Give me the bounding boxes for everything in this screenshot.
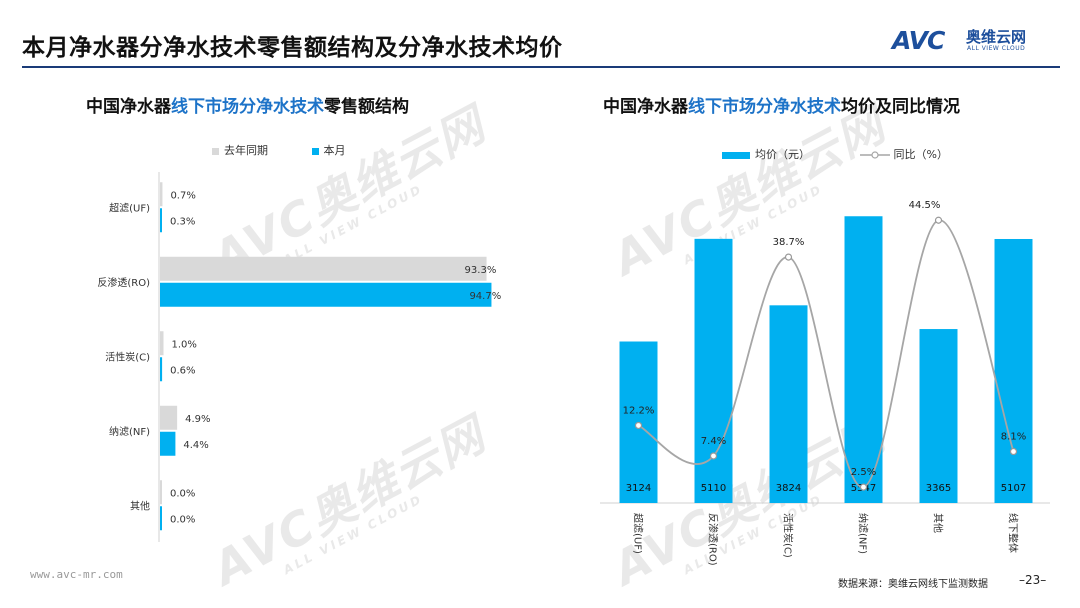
left-chart-title: 中国净水器线下市场分净水技术零售额结构 [86,97,409,117]
yoy-point [784,253,793,261]
category-label: 其他 [130,499,150,512]
bar-value-label: 3124 [626,483,651,494]
data-label: 0.0% [170,488,195,499]
brand-logo: AVC 奥维云网 ALL VIEW CLOUD [892,26,1062,56]
bar-value-label: 5110 [701,483,726,494]
logo-brand-text: AVC [892,26,945,55]
category-label: 纳滤(NF) [857,513,870,554]
logo-cn-text: 奥维云网 [966,28,1027,46]
data-label: 0.3% [170,216,195,227]
category-label: 线下整体 [1007,513,1020,553]
data-label: 0.6% [170,365,195,376]
category-label: 超滤(UF) [632,513,645,554]
yoy-label: 7.4% [701,436,726,447]
data-label: 0.7% [170,190,195,201]
bar-this-month [160,282,492,307]
yoy-point [1009,447,1018,456]
footer-source: 数据来源：奥维云网线下监测数据 [838,579,988,590]
bar-last-year [160,256,487,281]
category-label: 反渗透(RO) [97,276,150,289]
bar-this-month [160,357,163,382]
bar-avg-price [844,216,883,504]
category-label: 其他 [932,513,945,533]
right-legend: 均价（元） 同比（%） [722,146,948,162]
yoy-point [934,216,943,224]
bar-value-label: 3365 [926,483,951,494]
category-label: 活性炭(C) [105,350,150,363]
bar-avg-price [919,329,958,503]
logo-en-text: ALL VIEW CLOUD [967,45,1026,52]
right-chart-title: 中国净水器线下市场分净水技术均价及同比情况 [603,97,960,117]
page-number: –23– [1019,573,1047,587]
category-label: 反渗透(RO) [707,513,720,566]
bar-avg-price [769,305,808,503]
yoy-label: 2.5% [851,467,876,478]
yoy-label: 38.7% [773,237,805,248]
right-chart: 31245110382455473365510712.2%7.4%38.7%2.… [600,200,1050,566]
yoy-label: 8.1% [1001,432,1026,443]
bar-this-month [160,431,176,456]
data-label: 4.9% [185,414,210,425]
yoy-point [709,452,718,460]
data-label: 94.7% [469,291,501,302]
left-chart: 超滤(UF) 0.7% 0.3% 反渗透(RO) 93.3% 94.7% 活性炭(C) 1.0… [97,172,501,542]
category-label: 活性炭(C) [782,513,795,558]
bar-last-year [160,480,162,505]
yoy-label: 44.5% [909,200,941,211]
footer-url: www.avc-mr.com [30,568,123,581]
category-label: 纳滤(NF) [109,425,150,438]
title-divider [22,66,1060,68]
legend-item-avg-price: 均价（元） [722,148,810,161]
bar-this-month [160,208,162,233]
bar-last-year [160,182,163,207]
legend-item-this-month: 本月 [311,144,346,157]
legend-item-last-year: 去年同期 [212,144,268,157]
bar-last-year [160,331,164,356]
yoy-point [859,483,868,491]
bar-avg-price [994,238,1033,503]
bar-this-month [160,506,162,531]
bar-last-year [160,405,178,430]
yoy-line [638,219,1015,489]
left-legend: 去年同期 本月 [212,142,346,158]
page-title: 本月净水器分净水技术零售额结构及分净水技术均价 [22,35,563,61]
bar-value-label: 5107 [1001,483,1026,494]
category-label: 超滤(UF) [109,201,150,214]
legend-item-yoy: 同比（%） [859,148,948,161]
data-label: 93.3% [465,265,497,276]
data-label: 1.0% [172,339,197,350]
yoy-label: 12.2% [623,405,655,416]
bar-value-label: 3824 [776,483,801,494]
data-label: 4.4% [183,440,208,451]
data-label: 0.0% [170,514,195,525]
yoy-point [634,421,643,430]
